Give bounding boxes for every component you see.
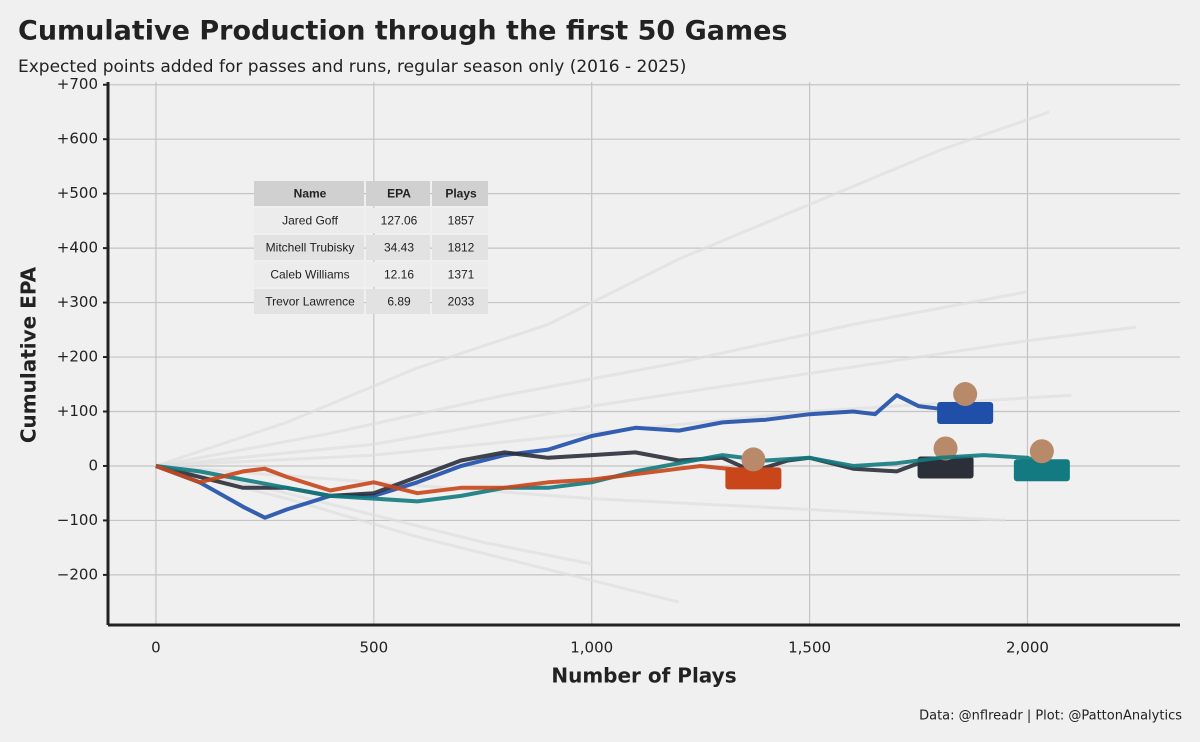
table-text: 6.89 bbox=[387, 295, 411, 309]
chart-subtitle: Expected points added for passes and run… bbox=[18, 57, 686, 77]
table-text: 1371 bbox=[448, 268, 475, 282]
x-axis-label: Number of Plays bbox=[551, 664, 736, 688]
background-line bbox=[155, 393, 1072, 468]
background-line bbox=[155, 464, 1006, 522]
player-line bbox=[155, 393, 966, 520]
background-line bbox=[155, 290, 1028, 468]
table-text: 1857 bbox=[448, 214, 475, 228]
background-line bbox=[155, 464, 592, 566]
player-photo bbox=[725, 467, 782, 490]
table-text: 2033 bbox=[448, 295, 475, 309]
player-photo-head bbox=[741, 447, 766, 472]
chart-title: Cumulative Production through the first … bbox=[18, 16, 787, 47]
x-tick-label: 2,000 bbox=[1006, 639, 1049, 657]
table-header: EPA bbox=[387, 187, 411, 201]
y-tick-label: +500 bbox=[57, 184, 98, 202]
table-header-cell bbox=[254, 181, 364, 206]
table-cell bbox=[432, 208, 488, 233]
x-tick-label: 1,000 bbox=[570, 639, 613, 657]
table-cell bbox=[366, 235, 430, 260]
table-text: 12.16 bbox=[384, 268, 414, 282]
player-photo bbox=[917, 456, 974, 479]
background-line bbox=[155, 110, 1050, 468]
player-photo-head bbox=[953, 382, 978, 407]
player-photo bbox=[1013, 459, 1070, 482]
table-cell bbox=[254, 235, 364, 260]
background-line bbox=[155, 325, 1137, 468]
y-axis-label: Cumulative EPA bbox=[17, 266, 41, 443]
y-tick-label: +700 bbox=[57, 75, 98, 93]
table-cell bbox=[254, 289, 364, 314]
table-cell bbox=[366, 262, 430, 287]
table-header: Name bbox=[294, 187, 327, 201]
player-line bbox=[155, 464, 754, 496]
table-header: Plays bbox=[445, 187, 477, 201]
caption: Data: @nflreadr | Plot: @PattonAnalytics bbox=[919, 709, 1182, 724]
table-text: Caleb Williams bbox=[270, 268, 349, 282]
table-cell bbox=[254, 262, 364, 287]
table-text: 127.06 bbox=[381, 214, 418, 228]
table-cell bbox=[432, 289, 488, 314]
player-photo bbox=[937, 402, 994, 425]
y-tick-label: +400 bbox=[57, 239, 98, 257]
table-cell bbox=[366, 289, 430, 314]
x-tick-label: 1,500 bbox=[788, 639, 831, 657]
table-text: Jared Goff bbox=[282, 214, 338, 228]
table-cell bbox=[254, 208, 364, 233]
table-text: Trevor Lawrence bbox=[265, 295, 355, 309]
y-tick-label: −200 bbox=[57, 565, 98, 583]
y-tick-label: 0 bbox=[88, 456, 98, 474]
table-text: 34.43 bbox=[384, 241, 414, 255]
table-cell bbox=[366, 208, 430, 233]
table-cell bbox=[432, 235, 488, 260]
player-photo-head bbox=[933, 436, 958, 461]
x-tick-label: 0 bbox=[151, 639, 161, 657]
table-header-cell bbox=[366, 181, 430, 206]
table-cell bbox=[432, 262, 488, 287]
y-tick-label: +200 bbox=[57, 348, 98, 366]
x-tick-label: 500 bbox=[360, 639, 389, 657]
player-photo-head bbox=[1029, 439, 1054, 464]
y-tick-label: +100 bbox=[57, 402, 98, 420]
table-text: 1812 bbox=[448, 241, 475, 255]
table-text: Mitchell Trubisky bbox=[266, 241, 355, 255]
y-tick-label: −100 bbox=[57, 511, 98, 529]
table-header-cell bbox=[432, 181, 488, 206]
y-tick-label: +600 bbox=[57, 130, 98, 148]
y-tick-label: +300 bbox=[57, 293, 98, 311]
